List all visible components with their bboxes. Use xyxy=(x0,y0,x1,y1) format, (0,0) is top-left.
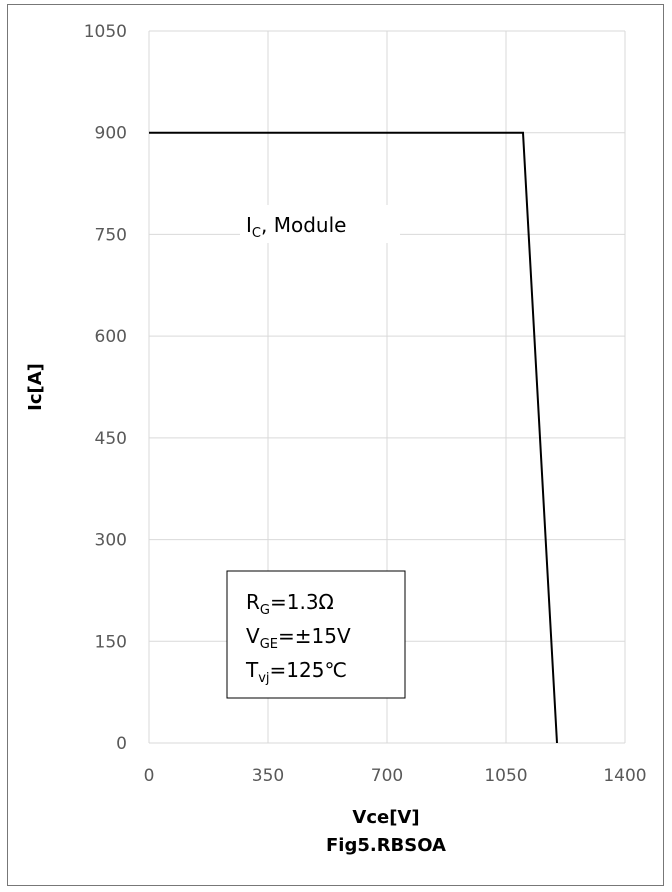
x-tick-label-0: 0 xyxy=(144,766,155,786)
series xyxy=(149,131,558,744)
condition-rg-sub: G xyxy=(260,603,270,618)
condition-tvj-rest: =125℃ xyxy=(270,658,347,682)
module-label: IC, Module xyxy=(246,213,346,241)
condition-rg-main: R xyxy=(246,590,260,614)
condition-vge-main: V xyxy=(246,624,260,648)
condition-vge-sub: GE xyxy=(260,637,278,652)
y-tick-label-900: 900 xyxy=(95,124,127,144)
series-line-0 xyxy=(149,131,558,744)
condition-rg-rest: =1.3Ω xyxy=(270,590,334,614)
y-tick-label-750: 750 xyxy=(95,225,127,245)
condition-vge-rest: =±15V xyxy=(278,624,351,648)
chart-frame xyxy=(7,4,664,886)
x-tick-label-700: 700 xyxy=(371,766,403,786)
condition-tvj: Tvj=125℃ xyxy=(245,658,347,686)
module-label-rest: , Module xyxy=(261,213,346,237)
y-tick-label-0: 0 xyxy=(116,734,127,754)
x-tick-label-1050: 1050 xyxy=(484,766,527,786)
y-tick-label-600: 600 xyxy=(95,327,127,347)
condition-tvj-main: T xyxy=(245,658,259,682)
module-label-background xyxy=(240,205,400,243)
x-axis-title: Vce[V] xyxy=(352,807,419,828)
conditions-box xyxy=(226,570,406,699)
y-tick-label-150: 150 xyxy=(95,632,127,652)
tick-labels: 0 350 700 1050 1400 0 150 300 450 600 750 900 1050 xyxy=(84,22,647,786)
module-label-main: I xyxy=(246,213,252,237)
y-tick-label-300: 300 xyxy=(95,531,127,551)
x-tick-label-350: 350 xyxy=(252,766,284,786)
x-tick-label-1400: 1400 xyxy=(603,766,646,786)
chart-title: Fig5.RBSOA xyxy=(326,835,446,856)
module-label-sub: C xyxy=(252,226,261,241)
y-axis-title: Ic[A] xyxy=(25,363,46,411)
condition-vge: VGE=±15V xyxy=(246,624,351,652)
y-tick-label-450: 450 xyxy=(95,429,127,449)
y-tick-label-1050: 1050 xyxy=(84,22,127,42)
condition-rg: RG=1.3Ω xyxy=(246,590,334,618)
condition-tvj-sub: vj xyxy=(258,671,269,686)
